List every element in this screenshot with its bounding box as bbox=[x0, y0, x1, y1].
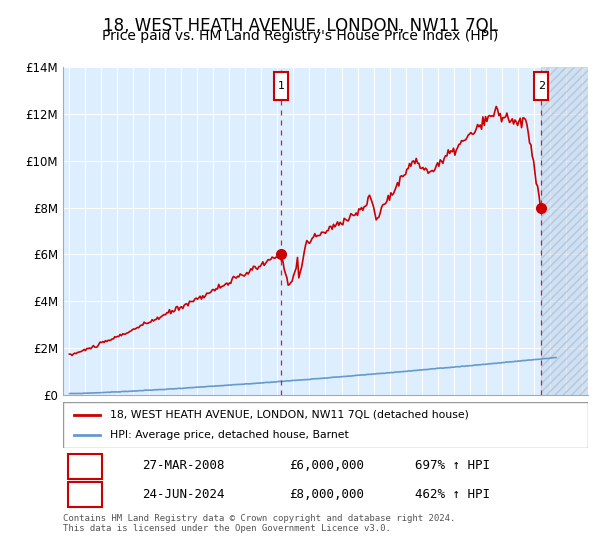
Text: 1: 1 bbox=[80, 459, 88, 472]
Text: 2: 2 bbox=[80, 488, 88, 501]
Bar bbox=[541, 67, 588, 395]
FancyBboxPatch shape bbox=[68, 482, 103, 507]
Text: £8,000,000: £8,000,000 bbox=[289, 488, 364, 501]
Text: HPI: Average price, detached house, Barnet: HPI: Average price, detached house, Barn… bbox=[110, 430, 349, 440]
Text: 697% ↑ HPI: 697% ↑ HPI bbox=[415, 459, 490, 472]
Text: 27-MAR-2008: 27-MAR-2008 bbox=[142, 459, 224, 472]
Text: 18, WEST HEATH AVENUE, LONDON, NW11 7QL (detached house): 18, WEST HEATH AVENUE, LONDON, NW11 7QL … bbox=[110, 410, 469, 420]
Text: Price paid vs. HM Land Registry's House Price Index (HPI): Price paid vs. HM Land Registry's House … bbox=[102, 29, 498, 43]
Text: £6,000,000: £6,000,000 bbox=[289, 459, 364, 472]
Text: 2: 2 bbox=[538, 81, 545, 91]
FancyBboxPatch shape bbox=[534, 72, 548, 100]
Text: Contains HM Land Registry data © Crown copyright and database right 2024.
This d: Contains HM Land Registry data © Crown c… bbox=[63, 514, 455, 534]
FancyBboxPatch shape bbox=[274, 72, 289, 100]
Text: 18, WEST HEATH AVENUE, LONDON, NW11 7QL: 18, WEST HEATH AVENUE, LONDON, NW11 7QL bbox=[103, 17, 497, 35]
Text: 24-JUN-2024: 24-JUN-2024 bbox=[142, 488, 224, 501]
FancyBboxPatch shape bbox=[68, 454, 103, 479]
Text: 462% ↑ HPI: 462% ↑ HPI bbox=[415, 488, 490, 501]
Text: 1: 1 bbox=[278, 81, 284, 91]
